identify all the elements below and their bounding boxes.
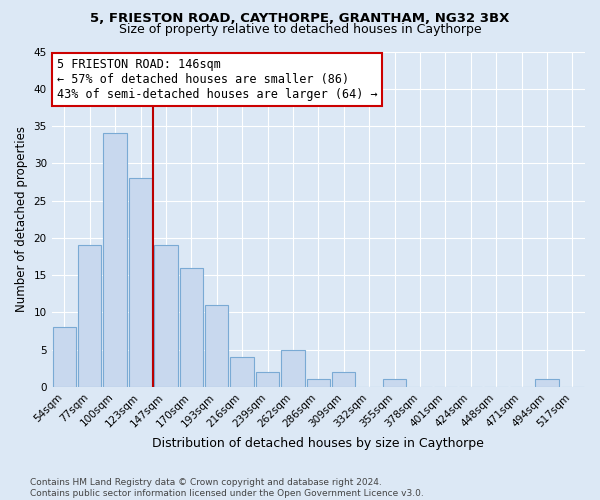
Bar [179,268,203,387]
Y-axis label: Number of detached properties: Number of detached properties [15,126,28,312]
Text: 5 FRIESTON ROAD: 146sqm
← 57% of detached houses are smaller (86)
43% of semi-de: 5 FRIESTON ROAD: 146sqm ← 57% of detache… [57,58,377,101]
Bar [154,246,178,387]
Bar [103,134,127,387]
Bar [53,328,76,387]
Bar [205,305,229,387]
Bar [281,350,305,387]
Bar [383,380,406,387]
Text: Size of property relative to detached houses in Caythorpe: Size of property relative to detached ho… [119,22,481,36]
Bar [129,178,152,387]
Text: 5, FRIESTON ROAD, CAYTHORPE, GRANTHAM, NG32 3BX: 5, FRIESTON ROAD, CAYTHORPE, GRANTHAM, N… [91,12,509,26]
Bar [332,372,355,387]
Bar [307,380,330,387]
Bar [230,357,254,387]
Bar [256,372,279,387]
X-axis label: Distribution of detached houses by size in Caythorpe: Distribution of detached houses by size … [152,437,484,450]
Bar [78,246,101,387]
Text: Contains HM Land Registry data © Crown copyright and database right 2024.
Contai: Contains HM Land Registry data © Crown c… [30,478,424,498]
Bar [535,380,559,387]
